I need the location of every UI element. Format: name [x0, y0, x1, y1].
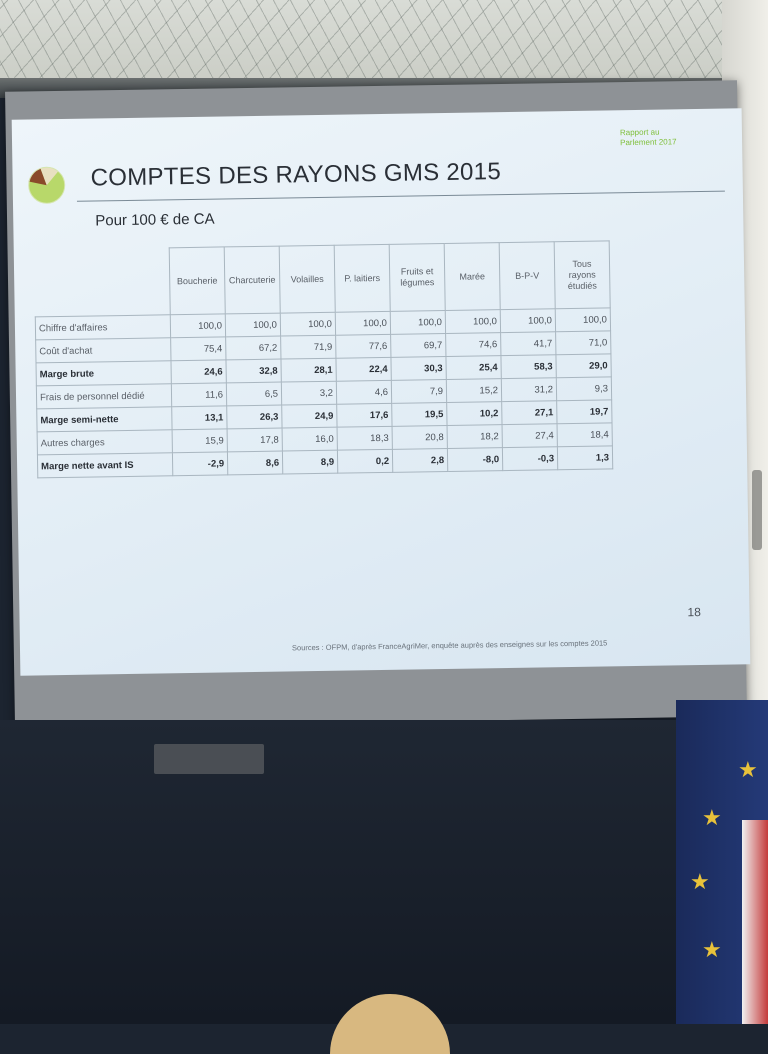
column-header: Tous rayons étudiés: [554, 240, 611, 309]
column-header: B-P-V: [499, 241, 556, 310]
star-icon: ★: [690, 870, 710, 895]
table-cell: 26,3: [226, 405, 283, 429]
table-cell: 10,2: [446, 401, 503, 426]
slide-subtitle: Pour 100 € de CA: [95, 210, 215, 230]
table-cell: 6,5: [226, 382, 282, 406]
table-cell: 11,6: [171, 382, 227, 407]
table-cell: 17,6: [336, 403, 393, 428]
table-cell: 15,2: [446, 378, 502, 403]
table-cell: 15,9: [172, 428, 228, 453]
table-cell: 41,7: [500, 331, 556, 356]
table-cell: 30,3: [390, 356, 447, 381]
table-body: Chiffre d'affaires 100,0 100,0 100,0 100,0 10…: [35, 307, 613, 478]
table-cell: 29,0: [555, 353, 612, 378]
table-cell: 100,0: [225, 313, 281, 337]
table-cell: 0,2: [337, 449, 393, 474]
table-cell: 4,6: [336, 380, 392, 405]
french-flag: [742, 820, 768, 1024]
table-cell: 24,6: [170, 359, 227, 384]
table-cell: 20,8: [392, 425, 448, 450]
projection-screen: Rapport au Parlement 2017 COMPTES DES RA…: [11, 108, 751, 676]
table-cell: -8,0: [447, 447, 503, 472]
table-cell: 19,5: [391, 402, 448, 427]
table-cell: 100,0: [555, 307, 611, 332]
table-cell: 100,0: [390, 310, 446, 335]
table-cell: 100,0: [500, 308, 556, 333]
table-cell: 8,9: [282, 450, 338, 475]
report-badge: Rapport au Parlement 2017: [619, 127, 677, 148]
table-cell: 77,6: [335, 334, 391, 359]
table-cell: 22,4: [335, 357, 392, 382]
table-cell: 3,2: [281, 381, 337, 406]
column-header: Fruits et légumes: [389, 243, 446, 312]
table-cell: 74,6: [445, 332, 501, 357]
column-header: Charcuterie: [224, 246, 281, 314]
table-cell: 9,3: [556, 376, 612, 401]
star-icon: ★: [702, 938, 722, 963]
column-header: Marée: [444, 242, 501, 311]
table-cell: 24,9: [281, 404, 338, 429]
ceiling: [0, 0, 768, 92]
table-cell: 32,8: [225, 359, 282, 383]
column-header: Volailles: [279, 245, 336, 314]
table-cell: 25,4: [445, 355, 502, 380]
row-label: Autres charges: [37, 429, 173, 455]
row-label: Frais de personnel dédié: [36, 383, 172, 409]
slide-title: COMPTES DES RAYONS GMS 2015: [90, 158, 502, 192]
table-cell: 100,0: [445, 309, 501, 334]
column-header: Boucherie: [169, 246, 226, 315]
column-header: P. laitiers: [334, 244, 391, 313]
table-cell: 100,0: [335, 311, 391, 336]
table-cell: -2,9: [172, 451, 228, 476]
table-cell: 100,0: [170, 313, 226, 338]
table-cell: 13,1: [171, 405, 228, 430]
star-icon: ★: [702, 806, 722, 831]
table-cell: 2,8: [392, 448, 448, 473]
table-cell: 18,4: [557, 422, 613, 447]
row-label: Marge brute: [36, 360, 172, 386]
table-cell: 18,2: [447, 424, 503, 449]
table-cell: 19,7: [556, 399, 613, 424]
table-cell: 75,4: [170, 336, 226, 361]
table-cell: 7,9: [391, 379, 447, 404]
accounts-table: Boucherie Charcuterie Volailles P. laiti…: [34, 240, 614, 478]
row-label: Marge nette avant IS: [37, 452, 173, 478]
table-cell: 58,3: [500, 354, 557, 379]
cable: [752, 470, 762, 550]
logo-icon: [28, 166, 66, 204]
row-label: Coût d'achat: [35, 337, 171, 363]
table-cell: 69,7: [390, 333, 446, 358]
table-cell: 27,4: [502, 423, 558, 448]
page-number: 18: [687, 605, 701, 620]
star-icon: ★: [738, 758, 758, 783]
row-label: Chiffre d'affaires: [35, 314, 171, 340]
room-lower: [0, 720, 768, 1024]
table-cell: 100,0: [280, 312, 336, 337]
table-cell: 18,3: [337, 426, 393, 451]
table-cell: 67,2: [225, 336, 281, 360]
table-cell: 16,0: [282, 427, 338, 452]
row-label: Marge semi-nette: [36, 406, 173, 432]
title-rule: [76, 190, 725, 202]
table-cell: 28,1: [280, 358, 337, 383]
table-cell: 1,3: [557, 445, 613, 470]
table-cell: -0,3: [502, 446, 558, 471]
table-corner: [34, 248, 170, 317]
nameplate: [154, 744, 264, 774]
table-cell: 17,8: [227, 428, 283, 452]
table-cell: 71,9: [280, 335, 336, 360]
table-cell: 8,6: [227, 451, 283, 475]
table-cell: 27,1: [501, 400, 558, 425]
table-cell: 31,2: [501, 377, 557, 402]
table-cell: 71,0: [555, 330, 611, 355]
table-header-row: Boucherie Charcuterie Volailles P. laiti…: [34, 240, 611, 317]
sources-note: Sources : OFPM, d'après FranceAgriMer, e…: [291, 638, 608, 653]
